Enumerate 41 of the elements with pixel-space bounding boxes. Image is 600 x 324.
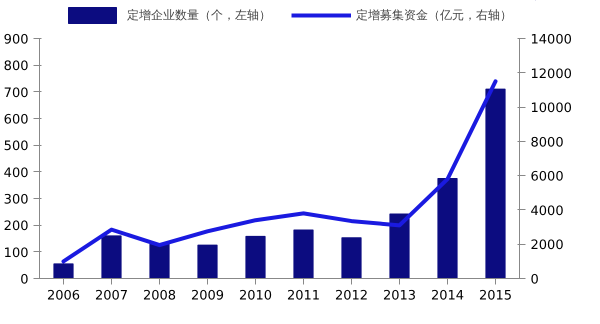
x-tick-label: 2006 (46, 288, 80, 304)
y-tick-label: 600 (4, 112, 29, 128)
y2-tick-label: 0 (530, 272, 539, 288)
legend-label: 定增募集资金（亿元，右轴） (356, 6, 512, 24)
y-tick-label: 400 (4, 166, 29, 181)
bar (101, 235, 122, 278)
x-tick-label: 2007 (94, 288, 128, 304)
y-tick-label: 0 (20, 272, 29, 288)
bar (197, 244, 218, 278)
bar (53, 263, 74, 278)
y-tick-label: 500 (4, 139, 29, 154)
y-tick-label: 100 (4, 246, 29, 261)
y2-tick-label: 2000 (530, 238, 564, 254)
y2-tick-label: 14000 (530, 32, 572, 48)
legend-label: 定增企业数量（个，左轴） (127, 6, 271, 24)
x-tick-label: 2015 (478, 288, 512, 304)
bar (341, 237, 362, 278)
y2-tick-label: 8000 (530, 135, 564, 150)
bar (437, 178, 458, 278)
y2-tick-label: 10000 (530, 101, 572, 116)
y2-tick-label: 12000 (530, 66, 572, 82)
y-tick-label: 300 (4, 192, 29, 208)
x-tick-label: 2014 (430, 288, 464, 304)
bar (149, 243, 170, 278)
y-tick-label: 200 (4, 219, 29, 234)
y-tick-label: 900 (4, 32, 29, 48)
x-tick-label: 2012 (334, 288, 368, 304)
y2-tick-label: 4000 (530, 204, 564, 219)
x-tick-label: 2009 (190, 288, 224, 304)
x-tick-label: 2008 (142, 288, 176, 304)
bar (485, 88, 506, 278)
line-series (62, 79, 498, 264)
bar (245, 236, 266, 278)
x-tick-label: 2010 (238, 288, 272, 304)
y-tick-label: 800 (4, 59, 29, 74)
x-tick-label: 2011 (286, 288, 320, 304)
y-tick-label: 700 (4, 86, 29, 101)
x-tick-label: 2013 (382, 288, 416, 304)
bar (389, 213, 410, 278)
bar (293, 229, 314, 278)
y2-tick-label: 6000 (530, 170, 564, 185)
